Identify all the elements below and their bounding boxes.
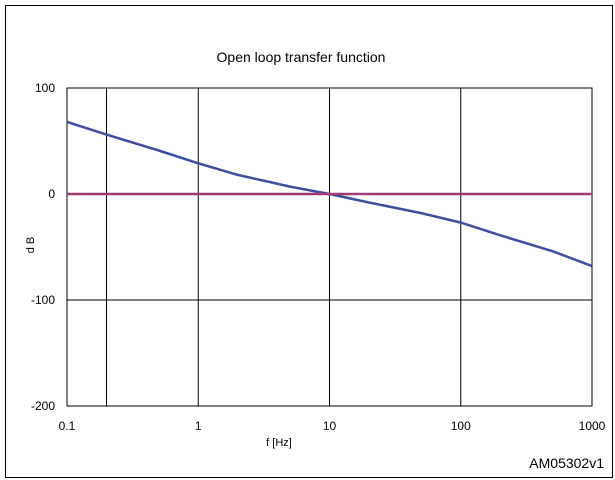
x-axis-label: f [Hz] bbox=[266, 437, 292, 449]
x-tick-label: 0.1 bbox=[59, 419, 76, 433]
chart: Open loop transfer function -200-1000100… bbox=[25, 49, 606, 471]
chart-frame: Open loop transfer function -200 -100 0 100… bbox=[5, 5, 613, 478]
chart-title: Open loop transfer function bbox=[217, 49, 386, 65]
x-tick-label: 1 bbox=[195, 419, 202, 433]
gridlines bbox=[67, 87, 593, 407]
x-tick-label: 100 bbox=[451, 419, 471, 433]
y-axis-label: d B bbox=[25, 237, 37, 254]
y-tick-labels: -200 -100 0 100 bbox=[31, 81, 55, 413]
series-group bbox=[66, 120, 593, 268]
x-tick-label: 10 bbox=[323, 419, 337, 433]
y-tick-label: 0 bbox=[48, 187, 55, 201]
x-tick-labels: 0.1 1 10 100 1000 bbox=[59, 419, 606, 433]
x-tick-label: 1000 bbox=[579, 419, 606, 433]
y-tick-label: -100 bbox=[31, 293, 55, 307]
y-tick-label: -200 bbox=[31, 399, 55, 413]
y-tick-label: 100 bbox=[35, 81, 55, 95]
figure-reference-code: AM05302v1 bbox=[529, 455, 604, 471]
